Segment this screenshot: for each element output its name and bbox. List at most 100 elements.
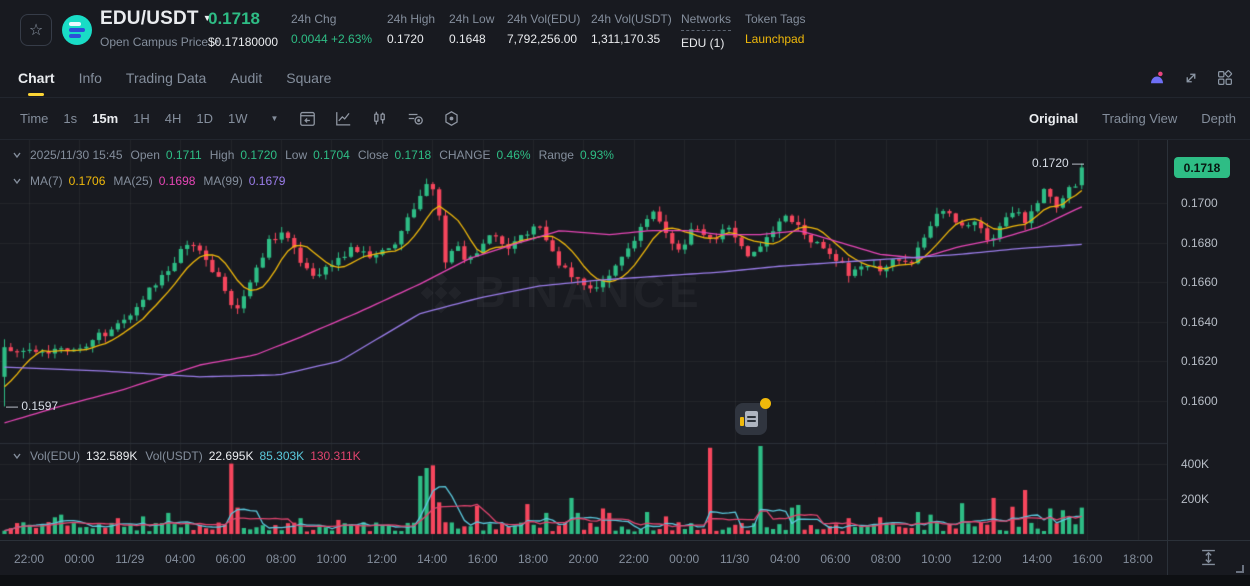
ohlc-high: 0.1720 <box>240 148 278 162</box>
ma7-value: 0.1706 <box>68 174 106 188</box>
chart-settings-icon[interactable] <box>442 109 461 128</box>
collapse-volume-icon[interactable] <box>12 451 22 461</box>
price-tick-label: 0.1680 <box>1181 235 1218 250</box>
tab-square[interactable]: Square <box>286 69 332 86</box>
view-depth[interactable]: Depth <box>1201 111 1236 126</box>
tab-info[interactable]: Info <box>78 69 102 86</box>
interval-1w[interactable]: 1W <box>228 111 248 126</box>
last-price: 0.1718 <box>208 9 260 28</box>
expand-icon[interactable] <box>1182 69 1200 87</box>
ai-assistant-icon[interactable] <box>1148 69 1166 87</box>
time-tick-label: 12:00 <box>971 552 1002 566</box>
vol-usdt-value: 22.695K <box>208 449 254 463</box>
ma25-value: 0.1698 <box>158 174 196 188</box>
interval-1d[interactable]: 1D <box>196 111 214 126</box>
time-tick-label: 00:00 <box>64 552 95 566</box>
indicators-icon[interactable] <box>406 109 425 128</box>
time-tick-label: 18:00 <box>1122 552 1153 566</box>
time-tick-label: 22:00 <box>13 552 45 566</box>
ohlc-change: 0.46% <box>496 148 531 162</box>
vol-edu-value: 132.589K <box>86 449 138 463</box>
last-price-usd: $0.17180000 <box>208 35 279 49</box>
vol-ma10-value: 130.311K <box>310 449 361 463</box>
external-link-icon: ↗ <box>211 38 220 49</box>
time-tick-label: 06:00 <box>820 552 851 566</box>
time-tick-label: 20:00 <box>568 552 599 566</box>
interval-1s[interactable]: 1s <box>63 111 78 126</box>
ohlc-low: 0.1704 <box>313 148 350 162</box>
time-tick-label: 16:00 <box>467 552 498 566</box>
high-price-marker: 0.1720 — <box>1032 156 1085 170</box>
tab-chart[interactable]: Chart <box>18 60 55 98</box>
interval-1h[interactable]: 1H <box>133 111 150 126</box>
stat-24h-vol-edu: 24h Vol(EDU) 7,792,256.00 <box>507 12 581 46</box>
jump-to-date-icon[interactable] <box>298 109 317 128</box>
stat-24h-vol-usdt: 24h Vol(USDT) 1,311,170.35 <box>591 12 672 46</box>
axis-scale-icon[interactable] <box>1200 549 1217 566</box>
time-tick-label: 00:00 <box>669 552 700 566</box>
tab-audit[interactable]: Audit <box>230 69 263 86</box>
time-label: Time <box>20 111 49 126</box>
price-tick-label: 0.1600 <box>1181 393 1218 408</box>
launchpad-tag[interactable]: Launchpad <box>745 32 805 46</box>
time-tick-label: 11/29 <box>115 552 145 566</box>
price-source-link[interactable]: Open Campus Price ↗ <box>100 35 220 49</box>
time-tick-label: 14:00 <box>417 552 448 566</box>
view-trading-view[interactable]: Trading View <box>1102 111 1178 126</box>
ohlc-close: 0.1718 <box>394 148 432 162</box>
collapse-ma-icon[interactable] <box>12 176 22 186</box>
time-tick-label: 22:00 <box>618 552 649 566</box>
time-tick-label: 10:00 <box>921 552 952 566</box>
stat-token-tags: Token Tags Launchpad <box>745 12 806 46</box>
axis-corner-handle[interactable] <box>1236 565 1244 573</box>
candlestick-style-icon[interactable] <box>370 109 389 128</box>
volume-tick-label: 400K <box>1181 456 1210 471</box>
price-tick-label: 0.1640 <box>1181 314 1218 329</box>
price-block: 0.1718 $0.17180000 <box>208 9 278 49</box>
toolbar-icons <box>298 109 461 128</box>
volume-legend: Vol(EDU) 132.589K Vol(USDT) 22.695K 85.303… <box>12 449 361 463</box>
time-tick-label: 14:00 <box>1021 552 1053 566</box>
ohlc-legend: 2025/11/30 15:45 Open 0.1711 High 0.1720 L… <box>12 148 614 162</box>
interval-dropdown-icon[interactable]: ▼ <box>270 114 279 123</box>
news-event-marker[interactable] <box>735 398 771 435</box>
stat-24h-low: 24h Low 0.1648 <box>449 12 495 46</box>
time-axis[interactable]: 22:00 00:00 11/29 04:00 06:00 08:00 10:00 12:00… <box>0 540 1250 575</box>
view-original[interactable]: Original <box>1029 111 1079 126</box>
time-tick-label: 04:00 <box>165 552 196 566</box>
tab-actions <box>1148 69 1234 87</box>
collapse-ohlc-icon[interactable] <box>12 150 22 160</box>
vol-ma5-value: 85.303K <box>259 449 305 463</box>
time-tick-label: 10:00 <box>316 552 347 566</box>
price-tick-label: 0.1700 <box>1181 196 1218 210</box>
ohlc-range: 0.93% <box>579 148 614 162</box>
line-chart-style-icon[interactable] <box>334 109 353 128</box>
news-icon <box>745 411 758 427</box>
chart-view-switch: Original Trading View Depth <box>1029 111 1236 126</box>
time-tick-label: 18:00 <box>517 552 549 566</box>
time-tick-label: 06:00 <box>215 552 246 566</box>
ma99-value: 0.1679 <box>248 174 286 188</box>
layout-grid-icon[interactable] <box>1216 69 1234 87</box>
stat-networks[interactable]: Networks EDU (1) <box>681 12 732 50</box>
tab-trading-data[interactable]: Trading Data <box>125 69 207 86</box>
interval-4h[interactable]: 4H <box>164 111 182 126</box>
chart-toolbar: Time 1s 15m 1H 4H 1D 1W ▼ Original Tradi… <box>0 98 1250 140</box>
candle-datetime: 2025/11/30 15:45 <box>30 148 123 162</box>
low-price-marker: — 0.1597 <box>6 399 59 413</box>
notification-dot <box>760 398 771 409</box>
pair-symbol: EDU/USDT <box>100 8 199 29</box>
price-axis[interactable]: 0.1718 0.1700 0.1680 0.1660 0.1640 0.1620 0.1… <box>1167 140 1250 575</box>
header: ☆ EDU/USDT ▼ Open Campus Price ↗ 0.1718 $… <box>0 0 1250 60</box>
bottom-strip <box>0 575 1250 586</box>
page-tabs: Chart Info Trading Data Audit Square <box>0 60 1250 98</box>
price-tick-label: 0.1620 <box>1181 354 1218 368</box>
interval-15m[interactable]: 15m <box>92 111 119 126</box>
time-tick-label: 11/30 <box>720 552 750 566</box>
favorite-button[interactable]: ☆ <box>20 14 52 46</box>
stat-24h-high: 24h High 0.1720 <box>387 12 436 46</box>
candlestick-chart-canvas[interactable] <box>0 140 1167 540</box>
symbol-selector[interactable]: EDU/USDT ▼ Open Campus Price ↗ <box>100 8 220 49</box>
